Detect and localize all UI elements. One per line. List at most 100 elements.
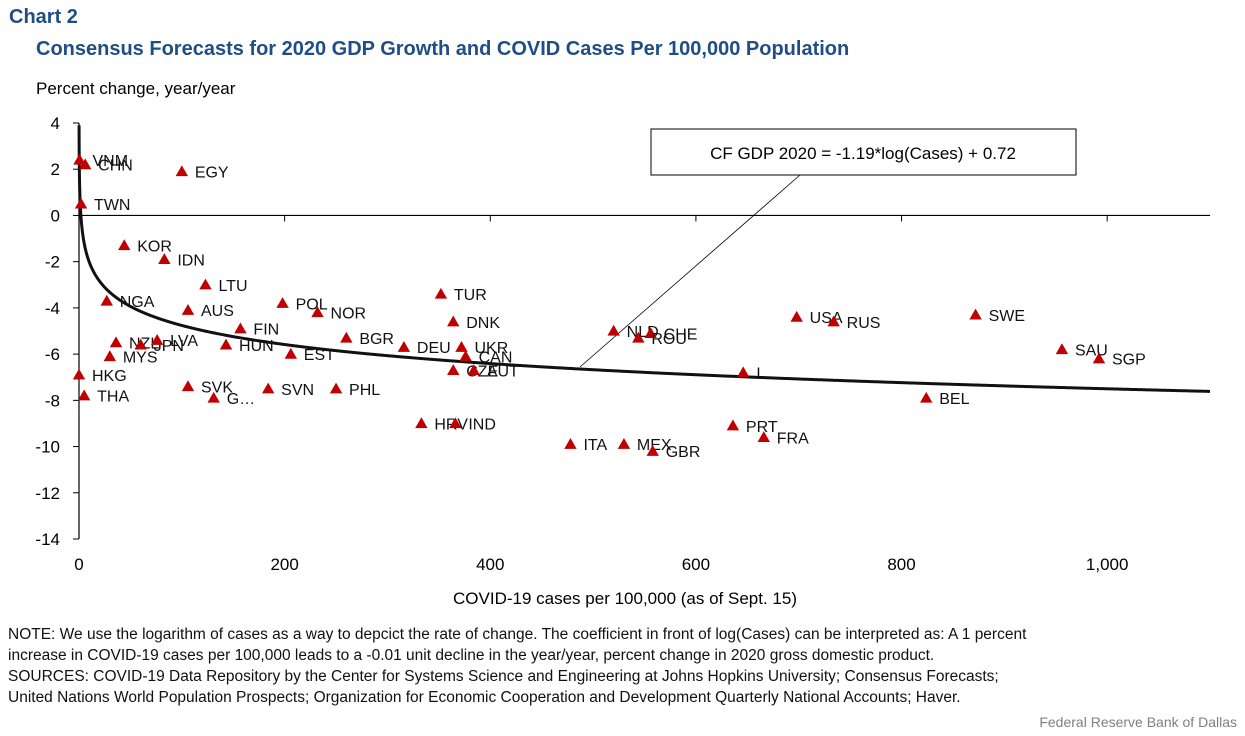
data-point <box>467 364 481 375</box>
data-point <box>100 294 113 306</box>
point-label: NGA <box>120 294 155 311</box>
point-label: DEU <box>417 340 451 357</box>
point-label: PHL <box>349 382 380 399</box>
point-label: LTU <box>218 278 247 295</box>
point-label: CHE <box>664 326 698 343</box>
point-label: VNM <box>93 153 129 170</box>
sources-line-2: United Nations World Population Prospect… <box>8 689 961 706</box>
y-tick-label: -4 <box>45 299 60 318</box>
data-point <box>284 347 298 359</box>
data-point <box>434 287 448 299</box>
point-label: G… <box>227 391 255 408</box>
x-tick-label: 400 <box>476 555 504 574</box>
chart-number: Chart 2 <box>9 6 78 28</box>
point-label: MEX <box>637 437 672 454</box>
data-point <box>219 338 233 350</box>
data-point <box>78 158 92 170</box>
data-point <box>447 315 460 327</box>
x-tick-label: 600 <box>682 555 710 574</box>
trend-line <box>77 125 1211 393</box>
data-point <box>827 315 840 327</box>
data-point <box>181 304 195 315</box>
data-point <box>969 308 982 320</box>
point-label: CHN <box>98 158 133 175</box>
point-label: SVN <box>281 382 314 399</box>
chart-title: Consensus Forecasts for 2020 GDP Growth … <box>36 38 850 60</box>
point-label: NOR <box>331 306 367 323</box>
data-point <box>920 391 933 403</box>
point-label: FIN <box>253 322 279 339</box>
data-point <box>276 297 289 308</box>
footnote: NOTE: We use the logarithm of cases as a… <box>8 624 1238 708</box>
data-point <box>199 278 212 290</box>
data-point <box>77 389 91 401</box>
point-label: BEL <box>939 391 969 408</box>
point-label: CAN <box>479 349 513 366</box>
sources-line-1: SOURCES: COVID-19 Data Repository by the… <box>8 668 999 685</box>
y-tick-label: -10 <box>35 438 60 457</box>
trend-equation-box <box>650 128 1077 176</box>
x-tick-label: 800 <box>887 555 915 574</box>
x-axis-label: COVID-19 cases per 100,000 (as of Sept. … <box>453 589 797 608</box>
data-point <box>617 438 631 449</box>
point-label: DNK <box>466 315 500 332</box>
y-tick-label: -2 <box>45 253 60 272</box>
point-label: SGP <box>1112 352 1146 369</box>
point-label: IND <box>468 416 496 433</box>
data-point <box>340 331 353 343</box>
x-tick-label: 1,000 <box>1086 555 1129 574</box>
point-label: POL <box>296 296 328 313</box>
data-point <box>1092 352 1106 364</box>
credit: Federal Reserve Bank of Dallas <box>1039 714 1237 730</box>
point-label: IDN <box>177 252 205 269</box>
data-point <box>449 417 462 429</box>
axes: 4 2 0 -2 -4 -6 -8 -10 -12 -14 0 200 400 600 800 1,000 <box>35 114 1210 574</box>
point-label: ROU <box>651 331 687 348</box>
data-point <box>564 438 577 449</box>
data-point <box>632 331 645 343</box>
trend-annotation: CF GDP 2020 = -1.19*log(Cases) + 0.72 <box>650 128 1077 176</box>
data-point <box>415 417 428 429</box>
data-point <box>329 382 343 394</box>
data-point <box>737 366 750 378</box>
y-tick-label: 2 <box>51 160 60 179</box>
data-point <box>175 165 189 177</box>
data-point <box>74 197 88 209</box>
data-point <box>109 336 123 348</box>
data-point <box>455 340 468 352</box>
y-axis-label: Percent change, year/year <box>36 79 236 98</box>
y-tick-label: -12 <box>35 484 60 503</box>
point-label: ITA <box>583 437 607 454</box>
data-point <box>134 338 147 350</box>
point-label: HUN <box>239 338 274 355</box>
point-label: TUR <box>454 287 487 304</box>
y-tick-label: -8 <box>45 391 60 410</box>
point-label: FRA <box>777 430 809 447</box>
point-label: MYS <box>123 349 158 366</box>
point-label: SAU <box>1075 342 1108 359</box>
point-label: PRT <box>746 419 778 436</box>
point-label: SWE <box>989 308 1025 325</box>
data-point <box>72 368 86 380</box>
y-tick-label: 4 <box>51 114 60 133</box>
y-tick-label: 0 <box>51 206 60 225</box>
data-point <box>397 340 411 352</box>
point-label: THA <box>97 389 129 406</box>
point-label: GBR <box>666 444 701 461</box>
point-label: UKR <box>474 340 508 357</box>
data-point <box>646 444 659 456</box>
data-point <box>181 380 195 392</box>
x-tick-label: 200 <box>270 555 298 574</box>
point-label: AUT <box>487 363 519 380</box>
data-point <box>158 253 171 265</box>
data-point <box>790 310 803 322</box>
data-point <box>459 350 472 362</box>
data-point <box>726 419 740 431</box>
data-point <box>118 239 131 251</box>
x-tick-label: 0 <box>74 555 83 574</box>
point-label: TWN <box>94 197 130 214</box>
point-label: EST <box>304 347 335 364</box>
data-point <box>234 322 247 334</box>
data-point <box>447 364 460 375</box>
